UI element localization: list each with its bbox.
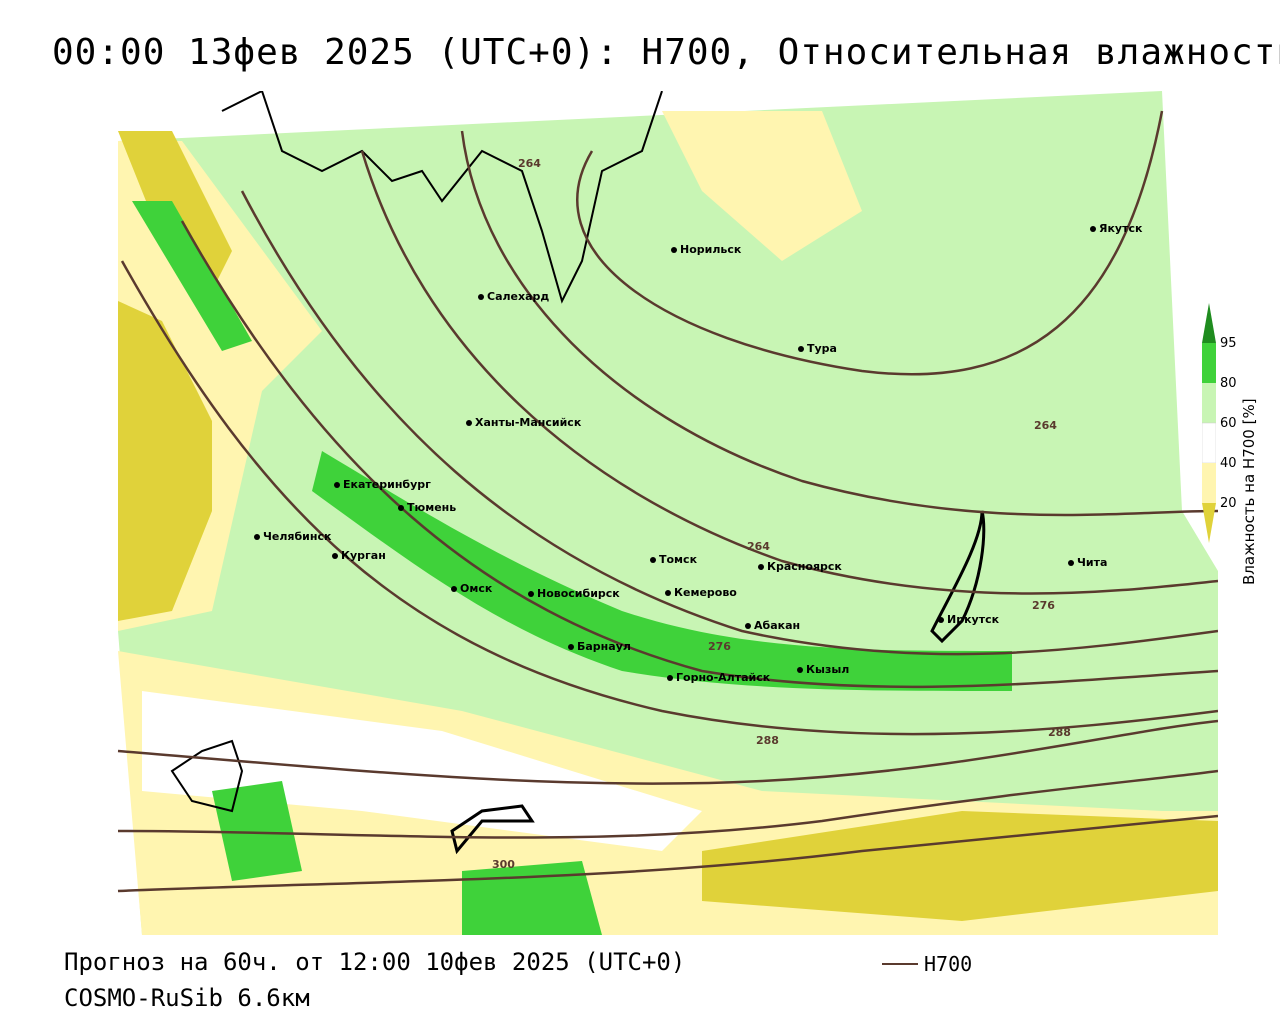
contour-label: 288 xyxy=(1048,726,1071,739)
forecast-info: Прогноз на 60ч. от 12:00 10фев 2025 (UTC… xyxy=(64,948,686,976)
city-label: Иркутск xyxy=(947,613,1000,626)
city-novosibirsk: Новосибирск xyxy=(528,587,620,600)
legend-tick: 80 xyxy=(1220,376,1237,391)
city-dot-icon xyxy=(745,623,751,629)
city-salekhard: Салехард xyxy=(478,290,549,303)
map-title: 00:00 13фев 2025 (UTC+0): H700, Относите… xyxy=(52,32,1280,73)
city-label: Кызыл xyxy=(806,663,850,676)
city-dot-icon xyxy=(466,420,472,426)
city-dot-icon xyxy=(1068,560,1074,566)
city-norilsk: Норильск xyxy=(671,243,741,256)
h700-contour-key: H700 xyxy=(882,952,972,976)
city-label: Горно-Алтайск xyxy=(676,671,771,684)
city-dot-icon xyxy=(1090,226,1096,232)
city-dot-icon xyxy=(398,505,404,511)
city-chelyabinsk: Челябинск xyxy=(254,530,331,543)
city-kyzyl: Кызыл xyxy=(797,663,849,676)
city-gorno-altaysk: Горно-Алтайск xyxy=(667,671,770,684)
dry-zone-northeast xyxy=(662,111,862,261)
medium-zone-south xyxy=(142,691,702,851)
city-label: Чита xyxy=(1077,556,1108,569)
city-label: Томск xyxy=(659,553,698,566)
legend-tick: 60 xyxy=(1220,416,1237,431)
contour-label: 264 xyxy=(518,157,541,170)
legend-title: Влажность на H700 [%] xyxy=(1240,398,1258,585)
city-kurgan: Курган xyxy=(332,549,386,562)
city-dot-icon xyxy=(798,346,804,352)
city-dot-icon xyxy=(671,247,677,253)
city-barnaul: Барнаул xyxy=(568,640,631,653)
city-tura: Тура xyxy=(798,342,837,355)
model-name: COSMO-RuSib 6.6км xyxy=(64,984,310,1012)
city-tomsk: Томск xyxy=(650,553,697,566)
city-dot-icon xyxy=(254,534,260,540)
city-label: Челябинск xyxy=(263,530,332,543)
contour-line-icon xyxy=(882,963,918,965)
city-label: Норильск xyxy=(680,243,742,256)
city-krasnoyarsk: Красноярск xyxy=(758,560,842,573)
city-label: Салехард xyxy=(487,290,550,303)
city-dot-icon xyxy=(568,644,574,650)
city-dot-icon xyxy=(650,557,656,563)
city-label: Курган xyxy=(341,549,386,562)
city-label: Омск xyxy=(460,582,493,595)
contour-label: 276 xyxy=(708,640,731,653)
city-label: Барнаул xyxy=(577,640,631,653)
humidity-map xyxy=(62,91,1218,935)
city-dot-icon xyxy=(334,482,340,488)
city-dot-icon xyxy=(451,586,457,592)
very-dry-zone-southeast xyxy=(702,811,1218,921)
city-label: Якутск xyxy=(1099,222,1143,235)
humidity-legend-bar xyxy=(1202,303,1216,543)
contour-label: 300 xyxy=(492,858,515,871)
city-label: Тура xyxy=(807,342,837,355)
contour-label: 288 xyxy=(756,734,779,747)
city-irkutsk: Иркутск xyxy=(938,613,999,626)
contour-label: 264 xyxy=(1034,419,1057,432)
legend-tick: 20 xyxy=(1220,496,1237,511)
city-dot-icon xyxy=(478,294,484,300)
city-abakan: Абакан xyxy=(745,619,800,632)
wet-patch-south xyxy=(212,781,302,881)
city-label: Кемерово xyxy=(674,586,737,599)
wet-band xyxy=(312,451,1012,691)
city-kemerovo: Кемерово xyxy=(665,586,737,599)
contour-label: 264 xyxy=(747,540,770,553)
city-dot-icon xyxy=(758,564,764,570)
city-chita: Чита xyxy=(1068,556,1107,569)
city-dot-icon xyxy=(938,617,944,623)
city-ekaterinburg: Екатеринбург xyxy=(334,478,431,491)
city-label: Екатеринбург xyxy=(343,478,431,491)
lake-balkhash xyxy=(450,804,535,855)
city-omsk: Омск xyxy=(451,582,492,595)
coastline-southwest xyxy=(170,739,244,813)
wet-band-north xyxy=(132,201,252,351)
city-label: Красноярск xyxy=(767,560,842,573)
city-dot-icon xyxy=(332,553,338,559)
city-yakutsk: Якутск xyxy=(1090,222,1142,235)
city-dot-icon xyxy=(665,590,671,596)
legend-tick: 95 xyxy=(1220,336,1237,351)
legend-tick: 40 xyxy=(1220,456,1237,471)
h700-contours xyxy=(117,110,1218,893)
city-label: Абакан xyxy=(754,619,801,632)
city-dot-icon xyxy=(528,591,534,597)
city-khanty-mansiysk: Ханты-Мансийск xyxy=(466,416,581,429)
very-dry-zone-west xyxy=(118,301,212,621)
wet-patch-south-2 xyxy=(462,861,602,935)
city-tyumen: Тюмень xyxy=(398,501,456,514)
city-dot-icon xyxy=(797,667,803,673)
city-label: Ханты-Мансийск xyxy=(475,416,582,429)
city-dot-icon xyxy=(667,675,673,681)
coastline-north xyxy=(221,91,663,304)
h700-key-label: H700 xyxy=(924,952,973,976)
city-label: Новосибирск xyxy=(537,587,620,600)
contour-label: 276 xyxy=(1032,599,1055,612)
city-label: Тюмень xyxy=(407,501,457,514)
